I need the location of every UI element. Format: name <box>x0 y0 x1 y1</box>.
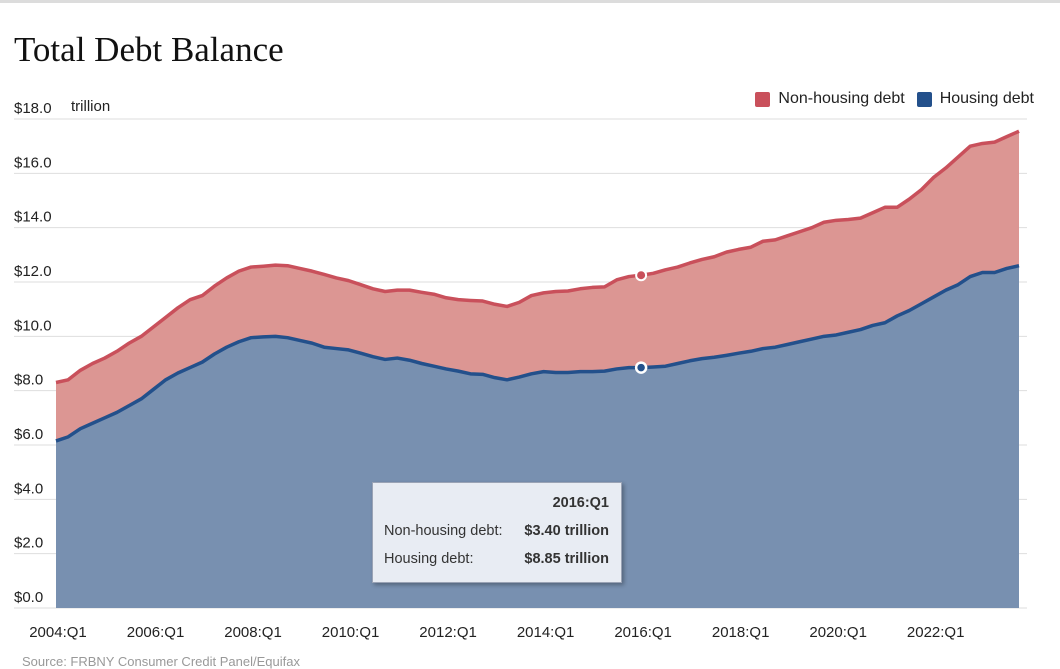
x-tick-label: 2012:Q1 <box>419 624 477 641</box>
tooltip-row-housing: Housing debt: $8.85 trillion <box>384 551 609 567</box>
y-tick-label: $0.0 <box>14 589 43 606</box>
y-tick-label: $4.0 <box>14 480 43 497</box>
x-tick-label: 2020:Q1 <box>809 624 867 641</box>
y-tick-label: $10.0 <box>14 317 52 334</box>
highlight-marker-housing <box>634 361 648 374</box>
y-tick-label: $2.0 <box>14 535 43 552</box>
x-tick-label: 2006:Q1 <box>127 624 185 641</box>
y-tick-label: $14.0 <box>14 209 52 226</box>
x-tick-label: 2022:Q1 <box>907 624 965 641</box>
legend-swatch-non-housing <box>755 91 771 107</box>
source-note: Source: FRBNY Consumer Credit Panel/Equi… <box>22 654 300 669</box>
tooltip-title: 2016:Q1 <box>552 495 609 511</box>
tooltip-non-housing-label: Non-housing debt: <box>384 523 503 539</box>
area-housing <box>56 265 1019 608</box>
line-non-housing-total <box>55 129 1020 385</box>
tooltip-row-non-housing: Non-housing debt: $3.40 trillion <box>384 523 609 539</box>
x-tick-label: 2018:Q1 <box>712 624 770 641</box>
tooltip-non-housing-value: $3.40 trillion <box>524 523 609 539</box>
y-axis-unit-label: trillion <box>71 98 111 115</box>
x-tick-label: 2016:Q1 <box>614 624 672 641</box>
highlight-marker-non-housing <box>635 269 648 282</box>
hover-tooltip: 2016:Q1 Non-housing debt: $3.40 trillion… <box>372 482 622 583</box>
area-layer <box>56 131 1019 608</box>
x-tick-label: 2008:Q1 <box>224 624 282 641</box>
y-tick-label: $6.0 <box>14 426 43 443</box>
line-layer <box>55 129 1020 443</box>
y-tick-label: $18.0 <box>14 100 52 117</box>
y-tick-label: $8.0 <box>14 372 43 389</box>
x-tick-label: 2004:Q1 <box>29 624 87 641</box>
x-tick-label: 2014:Q1 <box>517 624 575 641</box>
y-tick-label: $16.0 <box>14 154 52 171</box>
line-housing <box>55 263 1020 443</box>
tooltip-housing-label: Housing debt: <box>384 551 474 567</box>
marker-layer <box>634 269 648 374</box>
legend-label-housing: Housing debt <box>939 90 1034 107</box>
legend: Non-housing debt Housing debt <box>743 90 1034 108</box>
tooltip-housing-value: $8.85 trillion <box>524 551 609 567</box>
chart-title: Total Debt Balance <box>14 30 284 69</box>
area-non-housing <box>56 131 1019 441</box>
y-axis-ticks: $0.0 $2.0 $4.0 $6.0 $8.0 $10.0 $12.0 $14.0 $16.0… <box>14 100 52 606</box>
y-tick-label: $12.0 <box>14 263 52 280</box>
top-rule <box>0 0 1060 3</box>
x-axis-ticks: 2004:Q1 2006:Q1 2008:Q1 2010:Q1 2012:Q1 2014:… <box>29 624 964 641</box>
legend-label-non-housing: Non-housing debt <box>778 90 905 107</box>
legend-item-housing[interactable]: Housing debt <box>916 90 1034 108</box>
x-tick-label: 2010:Q1 <box>322 624 380 641</box>
legend-item-non-housing[interactable]: Non-housing debt <box>755 90 905 108</box>
legend-swatch-housing <box>916 91 932 107</box>
